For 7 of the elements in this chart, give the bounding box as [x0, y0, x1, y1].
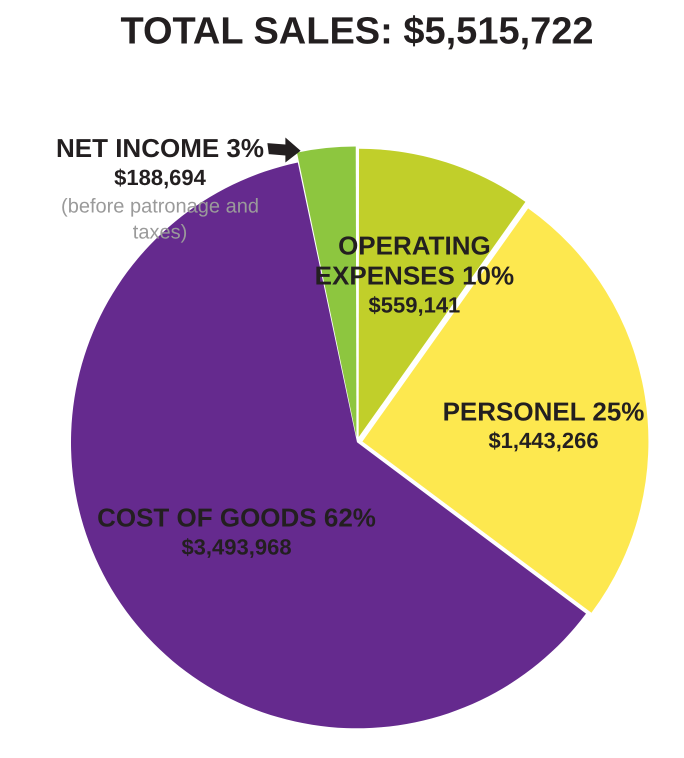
data-label: $188,694: [114, 165, 207, 190]
slice-label: NET INCOME 3%: [56, 133, 264, 164]
chart-title: TOTAL SALES: $5,515,722: [120, 10, 594, 52]
data-label: $1,443,266: [488, 428, 599, 454]
slice-label: PERSONEL 25%: [442, 396, 644, 426]
slice-label: COST OF GOODS 62%: [97, 502, 376, 532]
data-label: $3,493,968: [181, 534, 292, 560]
